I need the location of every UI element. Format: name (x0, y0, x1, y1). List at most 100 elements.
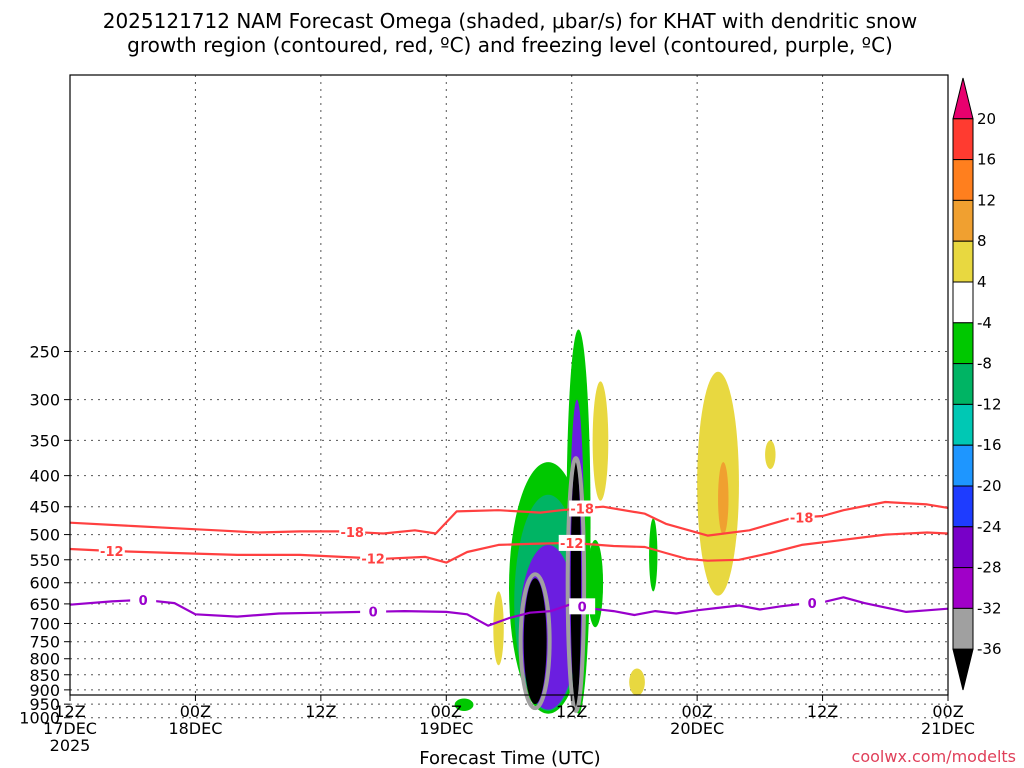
contour-label-bg (788, 509, 815, 526)
x-tick-label: 00Z (431, 702, 462, 721)
colorbar-label: -24 (977, 518, 1002, 536)
colorbar-label: -36 (977, 640, 1002, 658)
omega-region (697, 371, 739, 596)
plot-frame (69, 74, 949, 696)
x-tick-label: 12Z (305, 702, 336, 721)
contour-label: 0 (808, 597, 817, 612)
colorbar-swatch (952, 363, 974, 405)
colorbar-swatch (952, 444, 974, 487)
x-tick-label: 20DEC (670, 719, 724, 738)
x-tick-label: 00Z (180, 702, 211, 721)
omega-region (493, 591, 504, 666)
y-axis-ticks: 2503003504004505005506006507007508008509… (19, 342, 70, 728)
omega-region (629, 668, 645, 696)
y-tick-label: 350 (29, 431, 60, 450)
x-tick-label: 2025 (50, 736, 91, 755)
colorbar-swatch (952, 526, 974, 569)
contour-label-bg (98, 542, 125, 559)
colorbar-swatch (952, 240, 974, 283)
colorbar-label: -28 (977, 559, 1002, 577)
colorbar-label: -32 (977, 599, 1002, 617)
y-tick-label: 550 (29, 551, 60, 570)
contour-label-bg (799, 595, 826, 612)
colorbar-swatch (952, 199, 974, 242)
contour-label-bg (360, 603, 387, 620)
colorbar-label: -20 (977, 477, 1002, 495)
x-tick-label: 12Z (807, 702, 838, 721)
x-tick-label: 00Z (681, 702, 712, 721)
y-tick-label: 750 (29, 633, 60, 652)
contour-label-bg (339, 523, 366, 540)
colorbar-label: 20 (977, 110, 996, 128)
colorbar-label: 12 (977, 191, 996, 209)
chart-title-line-1: 2025121712 NAM Forecast Omega (shaded, μ… (103, 9, 918, 33)
omega-region (649, 518, 658, 592)
colorbar-label: -16 (977, 436, 1002, 454)
omega-region (592, 381, 609, 501)
contour-label: 0 (578, 600, 587, 615)
x-tick-label: 18DEC (168, 719, 222, 738)
contour-label: -12 (560, 537, 584, 552)
contour-label-bg (569, 500, 596, 517)
x-tick-label: 17DEC (43, 719, 97, 738)
contour-label-bg (569, 598, 596, 615)
contour-label: -12 (100, 545, 124, 560)
colorbar-swatch (952, 118, 974, 161)
x-tick-label: 21DEC (921, 719, 975, 738)
colorbar-swatch (952, 567, 974, 609)
omega-region (765, 440, 776, 469)
chart-title-line-2: growth region (contoured, red, ºC) and f… (127, 33, 893, 57)
colorbar-swatch (952, 281, 974, 324)
y-tick-label: 1000 (19, 709, 60, 728)
x-tick-label: 12Z (556, 702, 587, 721)
contour-label-bg (130, 591, 157, 608)
colorbar-swatch (952, 607, 974, 650)
y-tick-label: 400 (29, 467, 60, 486)
colorbar-swatch (952, 403, 974, 446)
colorbar-arrow-bottom (952, 648, 974, 691)
y-tick-label: 950 (29, 695, 60, 714)
y-tick-label: 650 (29, 595, 60, 614)
plot-area (70, 75, 948, 695)
credit-text: coolwx.com/modelts (852, 747, 1016, 766)
contour-label-bg (558, 534, 585, 551)
y-tick-label: 800 (29, 650, 60, 669)
y-tick-label: 500 (29, 526, 60, 545)
omega-region (718, 462, 729, 535)
omega-core-halo (518, 572, 552, 711)
x-axis-label: Forecast Time (UTC) (419, 748, 600, 768)
contour-label: -18 (790, 511, 814, 526)
omega-region (454, 698, 474, 712)
omega-region (570, 462, 582, 707)
colorbar-swatch (952, 322, 974, 365)
contour-label: -18 (340, 526, 364, 541)
y-tick-label: 850 (29, 666, 60, 685)
omega-core-halo (565, 456, 587, 713)
y-tick-label: 900 (29, 681, 60, 700)
colorbar-label: -12 (977, 395, 1002, 413)
x-tick-label: 00Z (932, 702, 963, 721)
omega-region (523, 578, 547, 705)
colorbar-label: 8 (977, 232, 987, 250)
colorbar-label: -4 (977, 314, 992, 332)
contour-label: -18 (570, 503, 594, 518)
y-tick-label: 450 (29, 498, 60, 517)
y-tick-label: 250 (29, 342, 60, 361)
y-tick-label: 600 (29, 574, 60, 593)
colorbar-arrow-top (952, 77, 974, 120)
colorbar-swatch (952, 485, 974, 528)
colorbar-label: -8 (977, 355, 992, 373)
contour-label: 0 (369, 606, 378, 621)
y-tick-label: 700 (29, 614, 60, 633)
x-tick-label: 19DEC (419, 719, 473, 738)
temperature-contours: -18 -18 -18 -12 -12 -12 0 0 0 0 (69, 500, 949, 627)
colorbar: 20 16 12 8 4 -4 -8 -12 -16 -20 -24 -28 -32 -36 (952, 77, 1002, 691)
contour-label: 0 (139, 594, 148, 609)
contour-label-bg (360, 550, 387, 567)
y-tick-label: 300 (29, 391, 60, 410)
contour-line-dgz_upper_minus18 (69, 500, 949, 537)
contour-label: -12 (361, 552, 385, 567)
colorbar-label: 16 (977, 151, 996, 169)
